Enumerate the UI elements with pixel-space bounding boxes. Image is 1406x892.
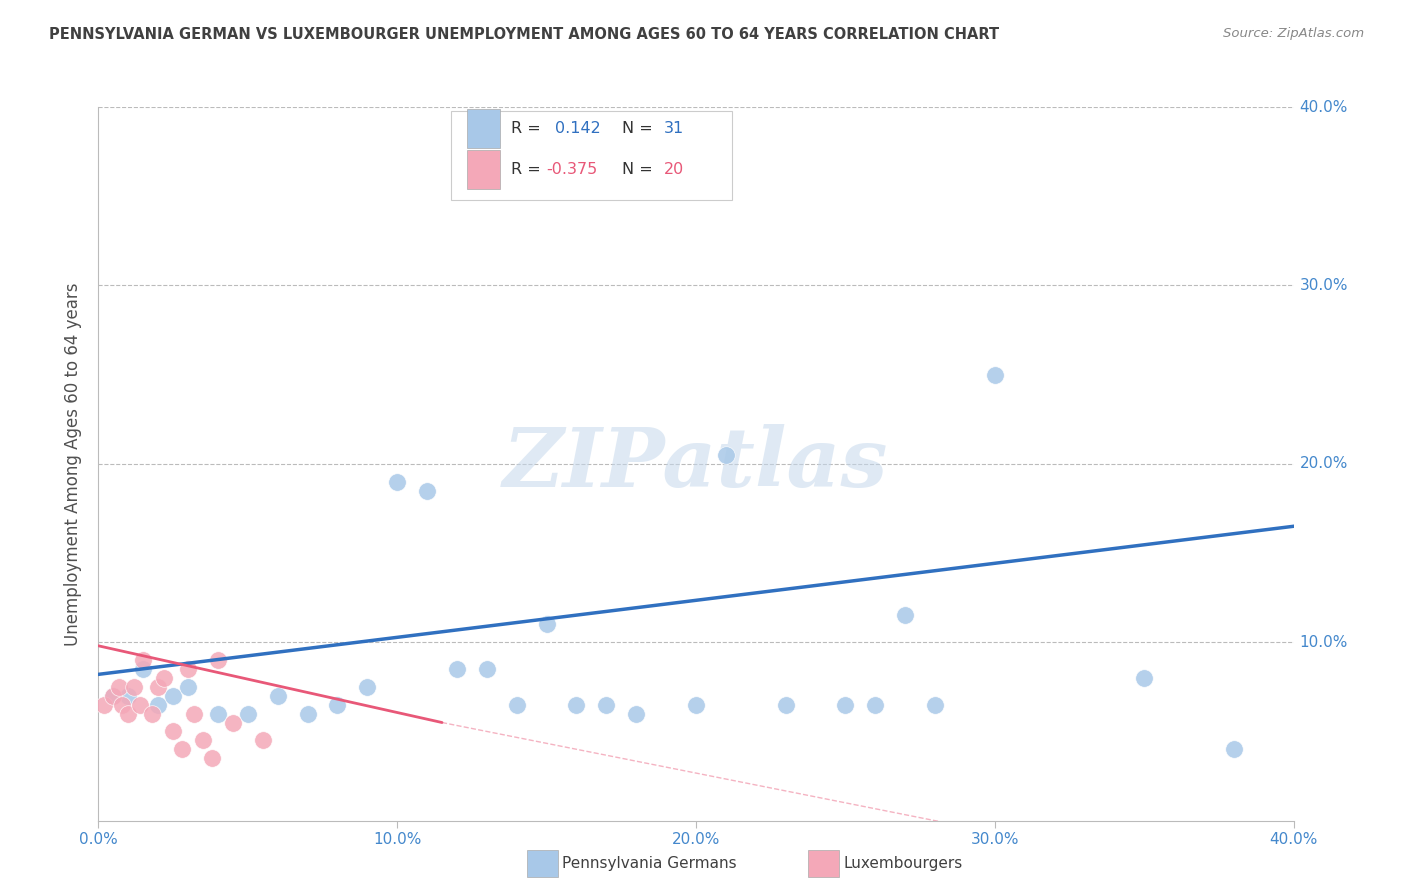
Point — [236, 706, 259, 721]
Point — [894, 608, 917, 623]
Point — [222, 715, 245, 730]
Point — [297, 706, 319, 721]
Text: Source: ZipAtlas.com: Source: ZipAtlas.com — [1223, 27, 1364, 40]
Point — [506, 698, 529, 712]
Point — [141, 706, 163, 721]
Point — [132, 662, 155, 676]
Text: Pennsylvania Germans: Pennsylvania Germans — [562, 856, 737, 871]
Text: R =: R = — [510, 121, 540, 136]
Point — [108, 680, 131, 694]
Text: 0.142: 0.142 — [555, 121, 600, 136]
Text: 20.0%: 20.0% — [1299, 457, 1348, 471]
Text: PENNSYLVANIA GERMAN VS LUXEMBOURGER UNEMPLOYMENT AMONG AGES 60 TO 64 YEARS CORRE: PENNSYLVANIA GERMAN VS LUXEMBOURGER UNEM… — [49, 27, 1000, 42]
Point — [924, 698, 946, 712]
Point — [93, 698, 115, 712]
Point — [201, 751, 224, 765]
Point — [267, 689, 290, 703]
Point — [103, 689, 125, 703]
FancyBboxPatch shape — [467, 109, 501, 148]
Point — [1223, 742, 1246, 756]
Point — [385, 475, 409, 489]
Text: 20: 20 — [664, 162, 683, 177]
Point — [624, 706, 647, 721]
Point — [148, 680, 170, 694]
Point — [162, 724, 184, 739]
Point — [714, 448, 737, 462]
Point — [172, 742, 194, 756]
Point — [177, 662, 200, 676]
Text: 40.0%: 40.0% — [1299, 100, 1348, 114]
Text: 10.0%: 10.0% — [1299, 635, 1348, 649]
Point — [565, 698, 588, 712]
Point — [103, 689, 125, 703]
Point — [148, 698, 170, 712]
Point — [117, 689, 139, 703]
Text: 30.0%: 30.0% — [1299, 278, 1348, 293]
Point — [207, 706, 229, 721]
Point — [356, 680, 378, 694]
Point — [536, 617, 558, 632]
Point — [183, 706, 205, 721]
Point — [685, 698, 707, 712]
FancyBboxPatch shape — [451, 111, 733, 200]
Point — [252, 733, 274, 747]
Y-axis label: Unemployment Among Ages 60 to 64 years: Unemployment Among Ages 60 to 64 years — [65, 282, 83, 646]
Point — [191, 733, 214, 747]
Text: ZIPatlas: ZIPatlas — [503, 424, 889, 504]
Point — [983, 368, 1005, 382]
Text: R =: R = — [510, 162, 540, 177]
Point — [177, 680, 200, 694]
Point — [153, 671, 176, 685]
Point — [1133, 671, 1156, 685]
FancyBboxPatch shape — [467, 150, 501, 189]
Point — [129, 698, 152, 712]
Point — [595, 698, 617, 712]
Text: Luxembourgers: Luxembourgers — [844, 856, 963, 871]
Text: N =: N = — [621, 121, 652, 136]
Point — [775, 698, 797, 712]
Point — [865, 698, 887, 712]
Text: 31: 31 — [664, 121, 683, 136]
Point — [132, 653, 155, 667]
Point — [162, 689, 184, 703]
Point — [446, 662, 468, 676]
Point — [834, 698, 856, 712]
Point — [124, 680, 146, 694]
Point — [111, 698, 134, 712]
Point — [117, 706, 139, 721]
Point — [416, 483, 439, 498]
Text: -0.375: -0.375 — [547, 162, 598, 177]
Point — [475, 662, 498, 676]
Point — [326, 698, 349, 712]
Point — [207, 653, 229, 667]
Text: N =: N = — [621, 162, 652, 177]
